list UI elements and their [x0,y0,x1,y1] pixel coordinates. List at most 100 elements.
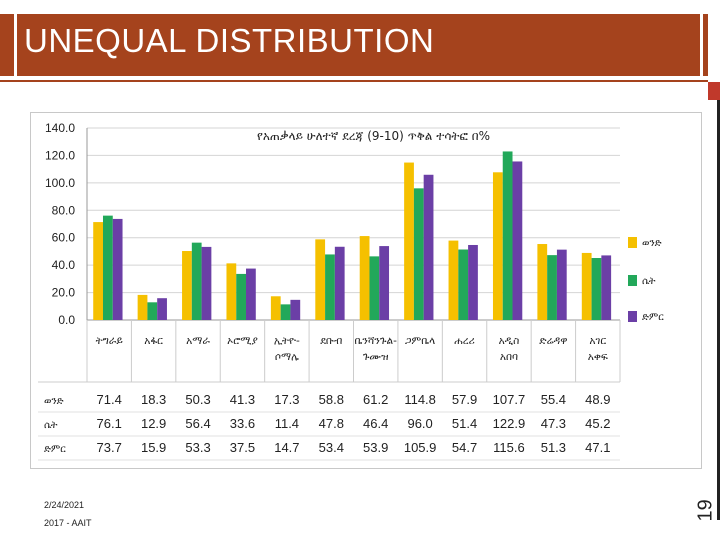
data-label: 51.4 [452,416,477,431]
y-tick-label: 80.0 [52,203,76,217]
data-label: 61.2 [363,392,388,407]
bar [369,256,380,320]
bar [226,263,237,320]
data-label: 73.7 [97,440,122,455]
bar [191,242,202,320]
x-tick-label: ድሬዳዋ [539,335,568,347]
bar [102,215,113,320]
data-label: 76.1 [97,416,122,431]
bar [413,188,424,320]
x-tick-label: አበባ [500,351,518,363]
bar [201,246,212,320]
data-label: 47.3 [541,416,566,431]
data-label: 57.9 [452,392,477,407]
x-tick-label: አፋር [144,335,163,347]
data-label: 45.2 [585,416,610,431]
bar [512,161,523,320]
bar [359,236,370,320]
x-tick-label: ኦሮሚያ [227,335,258,347]
chart-title: የአጠቃላይ ሁለተኛ ደረጃ (9-10) ጥቅል ተሳትፎ በ% [257,129,490,143]
slide-title: UNEQUAL DISTRIBUTION [24,22,435,59]
chart: የአጠቃላይ ሁለተኛ ደረጃ (9-10) ጥቅል ተሳትፎ በ% 0.0 20.… [30,112,702,469]
data-label: 56.4 [185,416,210,431]
slide-date: 2/24/2021 [44,500,85,510]
title-rule-left [14,14,17,76]
data-label: 51.3 [541,440,566,455]
x-tick-label: ትግራይ [96,335,124,347]
bar [147,302,158,320]
data-label: 53.3 [185,440,210,455]
table-row-label: ድምር [44,444,66,455]
x-tick-label: ጋምቤላ [405,335,435,347]
data-label: 115.6 [493,440,525,455]
data-label: 122.9 [493,416,526,431]
data-label: 47.1 [585,440,610,455]
legend-swatch [628,237,637,248]
bar [246,268,256,320]
y-tick-label: 100.0 [45,176,75,190]
data-label: 33.6 [230,416,255,431]
bar [404,162,414,320]
data-label: 11.4 [275,416,299,431]
y-tick-label: 120.0 [45,148,75,162]
bar [423,174,434,320]
x-tick-label: ሶማሌ [275,351,299,363]
slide-footer: 2017 - AAIT [44,518,92,528]
bar [556,249,567,320]
bar [547,255,557,320]
legend-swatch [628,275,637,286]
data-label: 58.8 [319,392,344,407]
bar [379,246,390,320]
bar [325,254,335,320]
y-tick-label: 40.0 [52,258,76,272]
x-tick-label: አገር [589,335,606,347]
x-tick-label: አዲስ [499,335,520,347]
bar [468,244,478,320]
y-tick-label: 20.0 [52,286,76,300]
legend-swatch [628,311,637,322]
data-label: 53.4 [319,440,344,455]
bar [502,151,513,320]
data-label: 37.5 [230,440,255,455]
x-tick-label: ቤንሻንጉል- [354,335,397,347]
data-label: 71.4 [97,392,122,407]
bar [492,172,503,320]
bar [93,222,103,320]
y-tick-label: 60.0 [52,231,76,245]
side-rule [717,100,720,520]
title-bar [0,14,708,76]
data-label: 18.3 [141,392,166,407]
data-label: 17.3 [274,392,299,407]
title-rule-right [700,14,703,76]
x-tick-label: አቀፍ [588,351,609,363]
data-label: 46.4 [363,416,388,431]
bar [137,294,148,320]
data-label: 41.3 [230,392,255,407]
x-tick-label: ሐረሪ [454,335,474,347]
data-label: 54.7 [452,440,477,455]
bar [112,218,123,320]
x-tick-label: ጉሙዝ [363,351,389,363]
legend-label: ወንድ [642,238,662,249]
bar [236,273,247,320]
data-label: 14.7 [274,440,299,455]
y-tick-label: 140.0 [45,121,75,135]
bar [182,251,192,320]
bar [290,299,301,320]
bar [270,296,281,320]
y-tick-label: 0.0 [58,313,75,327]
bar [581,252,592,320]
bar [448,240,459,320]
data-label: 107.7 [493,392,526,407]
bar [157,298,167,320]
x-tick-label: ደቡብ [320,335,343,347]
legend-label: ድምር [642,312,664,323]
bar [537,244,548,320]
data-label: 55.4 [541,392,566,407]
slide-number: 19 [694,499,717,522]
data-label: 50.3 [185,392,210,407]
data-label: 114.8 [404,392,436,407]
bar [591,258,602,320]
legend-label: ሴት [642,276,656,287]
data-label: 15.9 [141,440,166,455]
